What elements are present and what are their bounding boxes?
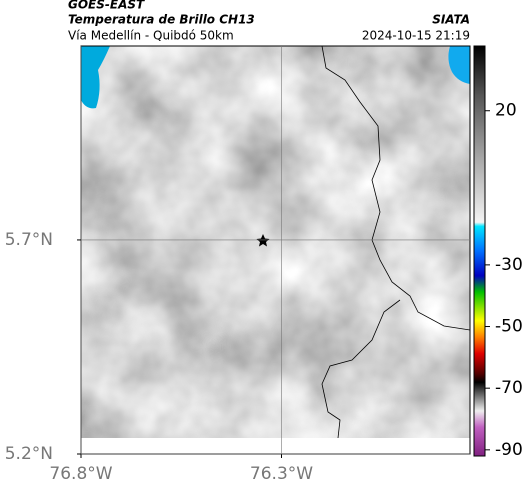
cold-cloud — [448, 46, 470, 84]
map-image — [81, 46, 470, 454]
colorbar — [473, 45, 486, 457]
source: GOES-EAST — [68, 0, 145, 12]
colorbar-label: -70 — [495, 378, 523, 398]
cold-cloud — [81, 46, 110, 109]
colorbar-label: -90 — [495, 440, 523, 460]
timestamp: 2024-10-15 21:19 — [362, 29, 470, 43]
y-tick-label: 5.7°N — [5, 230, 53, 250]
colorbar-label: -30 — [495, 255, 523, 275]
title: Temperatura de Brillo CH13 — [68, 13, 255, 27]
marker — [256, 234, 270, 247]
subtitle: Vía Medellín - Quibdó 50km — [68, 29, 234, 43]
x-tick-label: 76.8°W — [49, 464, 112, 484]
brightness-field — [81, 46, 470, 438]
colorbar-label: 20 — [495, 101, 517, 121]
colorbar-label: -50 — [495, 317, 523, 337]
y-tick-label: 5.2°N — [5, 444, 53, 464]
x-tick-label: 76.3°W — [250, 464, 313, 484]
border — [321, 299, 401, 439]
agency: SIATA — [432, 13, 470, 27]
border — [321, 46, 470, 331]
